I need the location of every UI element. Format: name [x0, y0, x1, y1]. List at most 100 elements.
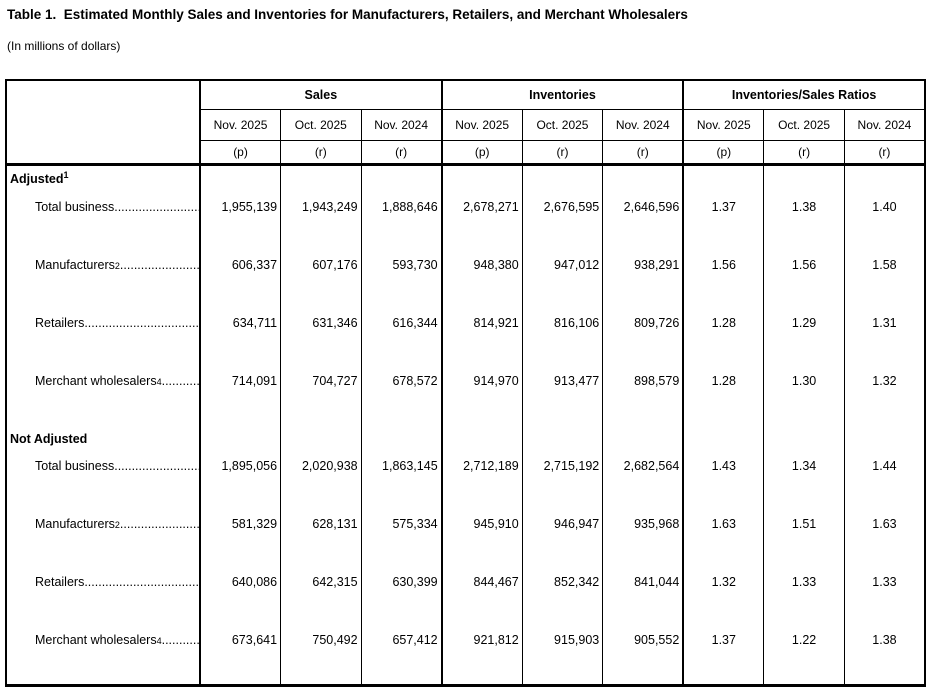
row-label-cell: Total business..........................…: [6, 194, 201, 252]
leader-dots: ........................................…: [84, 575, 199, 589]
value-cell: 634,711: [199, 310, 281, 368]
ratio-cell: 1.29: [763, 310, 845, 368]
ratio-cell: 1.37: [682, 627, 764, 685]
section-label-cell: Adjusted1: [6, 164, 201, 194]
status-header: (p): [200, 140, 281, 166]
status-header: (r): [521, 140, 603, 166]
table-row-total-business-adjusted: Total business..........................…: [6, 194, 925, 252]
ratio-cell: 1.22: [763, 627, 845, 685]
value-cell: 631,346: [280, 310, 362, 368]
ratio-cell: 1.56: [763, 252, 845, 310]
value-cell: 938,291: [602, 252, 684, 310]
status-header: (r): [843, 140, 925, 166]
row-label-cell: Retailers...............................…: [6, 310, 201, 368]
row-label-cell: Retailers...............................…: [6, 569, 201, 627]
empty-cell: [440, 164, 523, 194]
ratio-cell: 1.44: [843, 453, 925, 511]
ratio-cell: 1.31: [843, 310, 925, 368]
table-row-total-business-not-adjusted: Total business..........................…: [6, 453, 925, 511]
ratio-cell: 1.30: [763, 368, 845, 426]
value-cell: 905,552: [602, 627, 684, 685]
stub-header-cell: [6, 80, 201, 166]
row-label-cell: Manufacturers2..........................…: [6, 511, 201, 569]
ratio-cell: 1.51: [763, 511, 845, 569]
value-cell: 607,176: [280, 252, 362, 310]
status-header: (r): [763, 140, 845, 166]
value-cell: 575,334: [360, 511, 442, 569]
empty-cell: [763, 426, 845, 453]
value-cell: 814,921: [440, 310, 523, 368]
ratio-cell: 1.34: [763, 453, 845, 511]
value-cell: 2,682,564: [602, 453, 684, 511]
row-label-cell: Merchant wholesalers4...................…: [6, 627, 201, 685]
leader-dots: ........................................…: [119, 258, 198, 272]
value-cell: 616,344: [360, 310, 442, 368]
empty-cell: [199, 426, 281, 453]
month-header: Oct. 2025: [521, 109, 603, 141]
value-cell: 844,467: [440, 569, 523, 627]
value-cell: 714,091: [199, 368, 281, 426]
empty-cell: [360, 426, 442, 453]
empty-cell: [280, 164, 362, 194]
value-cell: 1,943,249: [280, 194, 362, 252]
value-cell: 945,910: [440, 511, 523, 569]
value-cell: 606,337: [199, 252, 281, 310]
empty-cell: [843, 426, 925, 453]
row-label: Retailers: [35, 575, 85, 589]
table-row-retailers-not-adjusted: Retailers...............................…: [6, 569, 925, 627]
month-header: Nov. 2024: [360, 109, 442, 141]
empty-cell: [199, 164, 281, 194]
value-cell: 673,641: [199, 627, 281, 685]
row-label-cell: Manufacturers2..........................…: [6, 252, 201, 310]
group-header-sales: Sales: [199, 80, 442, 110]
value-cell: 947,012: [521, 252, 603, 310]
status-header: (r): [280, 140, 362, 166]
ratio-cell: 1.32: [682, 569, 764, 627]
empty-cell: [360, 164, 442, 194]
ratio-cell: 1.63: [843, 511, 925, 569]
empty-cell: [763, 164, 845, 194]
table-body: Adjusted1 Total business................…: [6, 164, 925, 685]
month-header: Oct. 2025: [280, 109, 362, 141]
month-header: Nov. 2025: [440, 109, 523, 141]
table-row-merchant-wholesalers-adjusted: Merchant wholesalers4...................…: [6, 368, 925, 426]
footnote-ref: 1: [63, 169, 69, 180]
empty-cell: [682, 426, 764, 453]
status-header-row: (p) (r) (r) (p) (r) (r) (p) (r) (r): [6, 140, 925, 166]
ratio-cell: 1.37: [682, 194, 764, 252]
month-header: Nov. 2024: [843, 109, 925, 141]
value-cell: 809,726: [602, 310, 684, 368]
ratio-cell: 1.33: [763, 569, 845, 627]
row-label: Total business: [35, 459, 115, 473]
value-cell: 915,903: [521, 627, 603, 685]
sales-inventories-table: Sales Inventories Inventories/Sales Rati…: [5, 79, 926, 687]
status-header: (p): [440, 140, 523, 166]
group-header-ratios: Inventories/Sales Ratios: [682, 80, 925, 110]
table-header: Sales Inventories Inventories/Sales Rati…: [6, 80, 925, 166]
ratio-cell: 1.32: [843, 368, 925, 426]
table-row-manufacturers-adjusted: Manufacturers2..........................…: [6, 252, 925, 310]
row-label: Merchant wholesalers: [35, 633, 157, 647]
ratio-cell: 1.38: [763, 194, 845, 252]
empty-cell: [440, 426, 523, 453]
value-cell: 816,106: [521, 310, 603, 368]
value-cell: 2,676,595: [521, 194, 603, 252]
row-label-cell: Total business..........................…: [6, 453, 201, 511]
ratio-cell: 1.28: [682, 310, 764, 368]
section-label: Not Adjusted: [10, 432, 88, 446]
leader-dots: ........................................…: [84, 316, 199, 330]
value-cell: 2,715,192: [521, 453, 603, 511]
section-label-cell: Not Adjusted: [6, 426, 201, 453]
table-row-retailers-adjusted: Retailers...............................…: [6, 310, 925, 368]
value-cell: 1,888,646: [360, 194, 442, 252]
status-header: (p): [682, 140, 764, 166]
month-header-row: Nov. 2025 Oct. 2025 Nov. 2024 Nov. 2025 …: [6, 109, 925, 141]
value-cell: 1,863,145: [360, 453, 442, 511]
value-cell: 852,342: [521, 569, 603, 627]
row-label: Total business: [35, 200, 115, 214]
ratio-cell: 1.40: [843, 194, 925, 252]
group-header-inventories: Inventories: [440, 80, 684, 110]
month-header: Nov. 2025: [200, 109, 281, 141]
section-row-adjusted: Adjusted1: [6, 164, 925, 194]
